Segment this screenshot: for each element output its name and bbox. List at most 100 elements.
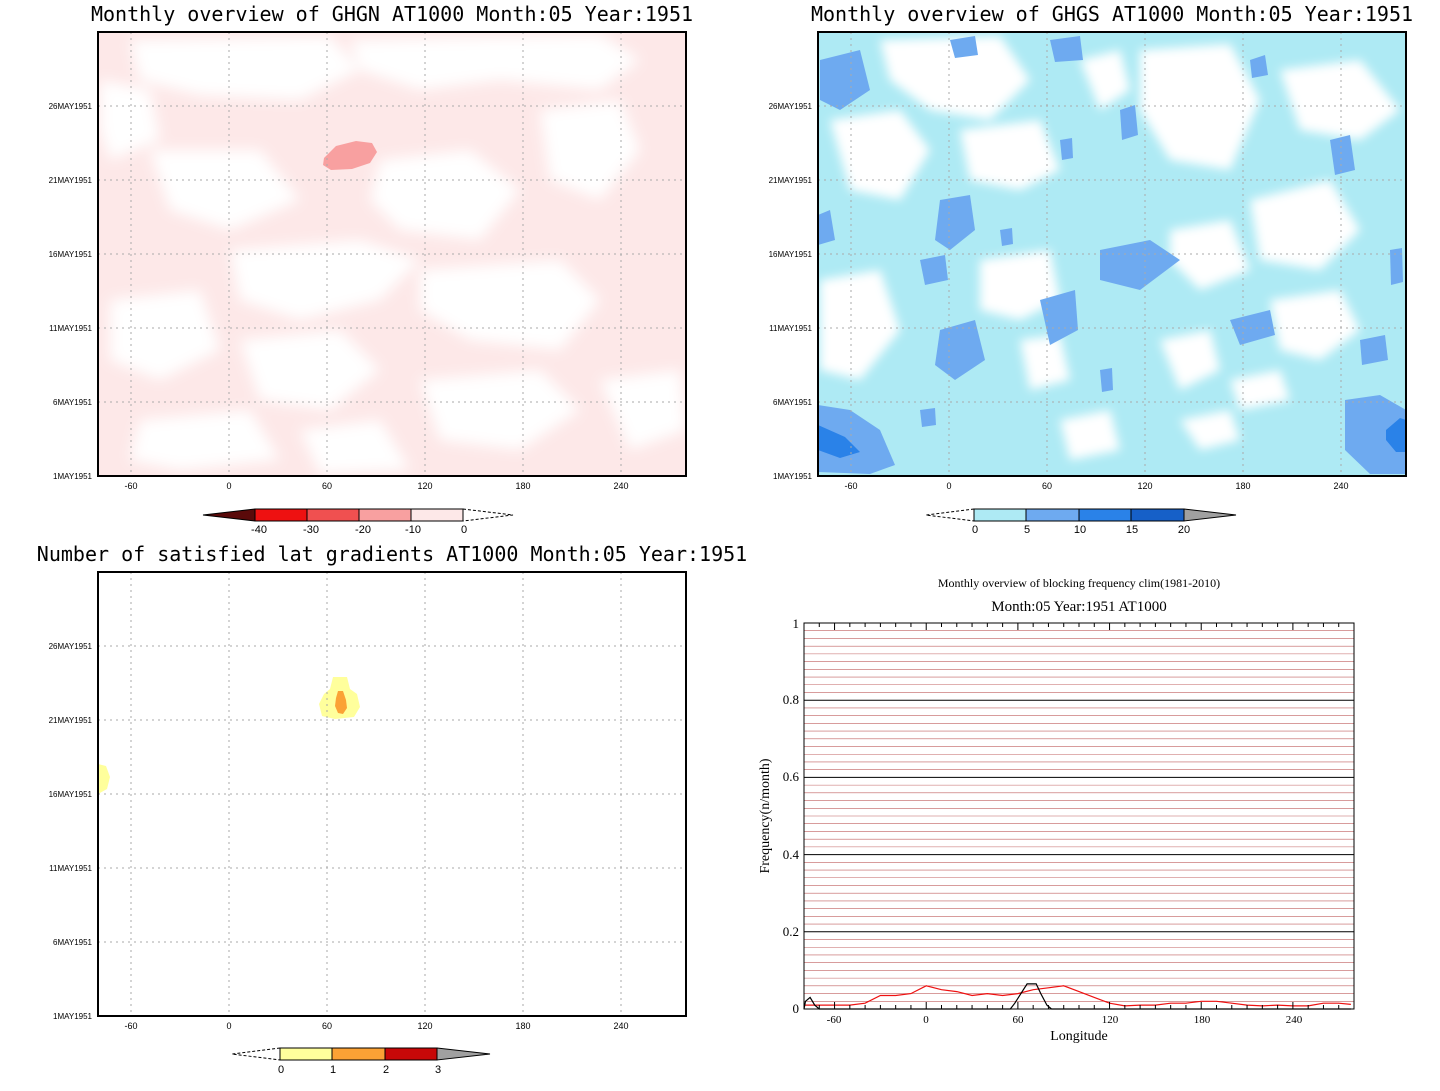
y-tick-label: 11MAY1951: [769, 324, 812, 333]
colorbar-label: 1: [330, 1064, 336, 1076]
y-tick-label: 26MAY1951: [49, 102, 93, 111]
x-tick-label: 120: [1102, 1014, 1119, 1026]
x-tick-label: -60: [124, 1021, 137, 1031]
x-tick-label: 60: [322, 1021, 332, 1031]
lat-panel: Number of satisfied lat gradients AT1000…: [37, 542, 747, 1076]
ghgs-title: Monthly overview of GHGS AT1000 Month:05…: [811, 2, 1413, 26]
lat-y-ticks: 1MAY1951 6MAY1951 11MAY1951 16MAY1951 21…: [49, 642, 93, 1021]
lat-blob-1-2: [335, 691, 347, 714]
y-tick-label: 1MAY1951: [53, 1012, 93, 1021]
ghgn-panel: Monthly overview of GHGN AT1000 Month:05…: [49, 2, 693, 536]
colorbar-label: 0: [972, 524, 978, 536]
x-tick-label: 180: [515, 481, 530, 491]
freq-x-ticks: -60 0 60 120 180 240: [827, 1014, 1303, 1026]
y-tick-label: 26MAY1951: [769, 102, 813, 111]
ghgs-x-ticks: -60 0 60 120 180 240: [844, 481, 1348, 491]
ghgs-10-15-patch-west: [818, 425, 860, 458]
y-tick-label: 21MAY1951: [49, 716, 93, 725]
colorbar-label: 0: [461, 524, 467, 536]
colorbar-label: -40: [251, 524, 267, 536]
y-tick-label: 6MAY1951: [773, 398, 813, 407]
y-tick-label: 21MAY1951: [769, 176, 813, 185]
freq-gridlines: [804, 630, 1354, 1002]
x-tick-label: 180: [1235, 481, 1250, 491]
colorbar-label: 0: [278, 1064, 284, 1076]
ghgn-title: Monthly overview of GHGN AT1000 Month:05…: [91, 2, 693, 26]
freq-title: Monthly overview of blocking frequency c…: [938, 576, 1220, 590]
y-tick-label: 6MAY1951: [53, 398, 93, 407]
x-tick-label: 120: [417, 481, 432, 491]
ghgn-frame: [97, 31, 687, 477]
series-line-1: [803, 983, 1351, 1010]
x-tick-label: 60: [1013, 1014, 1025, 1026]
x-tick-label: 180: [1194, 1014, 1211, 1026]
x-tick-label: 60: [1042, 481, 1052, 491]
y-tick-label: 11MAY1951: [49, 324, 92, 333]
freq-subtitle: Month:05 Year:1951 AT1000: [991, 599, 1166, 615]
y-tick-label: 26MAY1951: [49, 642, 93, 651]
y-tick-label: 16MAY1951: [49, 250, 93, 259]
ghgs-y-ticks: 1MAY1951 6MAY1951 11MAY1951 16MAY1951 21…: [769, 102, 813, 481]
y-tick-label: 0: [793, 1001, 800, 1016]
colorbar-label: -10: [405, 524, 421, 536]
ghgn-colorbar: -40 -30 -20 -10 0: [202, 508, 514, 536]
colorbar-label: 3: [435, 1064, 441, 1076]
ghgs-10-15-patch-east: [1386, 418, 1406, 452]
freq-x-label: Longitude: [1050, 1029, 1108, 1044]
y-tick-label: 11MAY1951: [49, 864, 92, 873]
x-tick-label: 0: [226, 481, 231, 491]
x-tick-label: 240: [613, 1021, 628, 1031]
lat-title: Number of satisfied lat gradients AT1000…: [37, 542, 747, 566]
freq-frame: [803, 622, 1355, 1010]
x-tick-label: 120: [1137, 481, 1152, 491]
y-tick-label: 1MAY1951: [773, 472, 813, 481]
y-tick-label: 1MAY1951: [53, 472, 93, 481]
lat-frame: [97, 571, 687, 1017]
colorbar-label: 5: [1024, 524, 1030, 536]
x-tick-label: 0: [923, 1014, 929, 1026]
y-tick-label: 6MAY1951: [53, 938, 93, 947]
ghgn-x-ticks: -60 0 60 120 180 240: [124, 481, 628, 491]
x-tick-label: 240: [1286, 1014, 1303, 1026]
colorbar-label: 20: [1178, 524, 1190, 536]
lat-gridlines: [98, 572, 686, 1016]
freq-y-label: Frequency(n/month): [758, 758, 773, 873]
y-tick-label: 0.2: [783, 924, 799, 939]
x-tick-label: 0: [226, 1021, 231, 1031]
ghgn-minus20-patch: [323, 141, 377, 170]
y-tick-label: 16MAY1951: [49, 790, 93, 799]
colorbar-label: 15: [1126, 524, 1138, 536]
lat-x-ticks: -60 0 60 120 180 240: [124, 1021, 628, 1031]
ghgs-colorbar: 0 5 10 15 20: [925, 508, 1237, 536]
x-tick-label: -60: [844, 481, 857, 491]
x-tick-label: 0: [946, 481, 951, 491]
y-tick-label: 0.8: [783, 692, 799, 707]
x-tick-label: 180: [515, 1021, 530, 1031]
colorbar-label: -20: [355, 524, 371, 536]
x-tick-label: 120: [417, 1021, 432, 1031]
ghgs-panel: Monthly overview of GHGS AT1000 Month:05…: [769, 2, 1413, 536]
x-tick-label: 240: [613, 481, 628, 491]
freq-panel: Monthly overview of blocking frequency c…: [758, 576, 1355, 1044]
y-tick-label: 16MAY1951: [769, 250, 813, 259]
colorbar-label: 2: [383, 1064, 389, 1076]
colorbar-label: -30: [303, 524, 319, 536]
x-tick-label: 240: [1333, 481, 1348, 491]
y-tick-label: 1: [793, 616, 800, 631]
ghgn-gridlines: [98, 32, 686, 476]
ghgn-y-ticks: 1MAY1951 6MAY1951 11MAY1951 16MAY1951 21…: [49, 102, 93, 481]
lat-colorbar: 0 1 2 3: [231, 1047, 491, 1076]
ghgs-gridlines: [818, 32, 1406, 476]
ghgs-frame: [817, 31, 1407, 477]
y-tick-label: 21MAY1951: [49, 176, 93, 185]
series-line-0: [804, 985, 1351, 1007]
freq-series: [803, 983, 1351, 1010]
x-tick-label: -60: [124, 481, 137, 491]
y-tick-label: 0.4: [783, 847, 800, 862]
x-tick-label: 60: [322, 481, 332, 491]
lat-spot-west: [98, 764, 110, 794]
colorbar-label: 10: [1074, 524, 1086, 536]
y-tick-label: 0.6: [783, 769, 800, 784]
freq-y-ticks: 0 0.2 0.4 0.6 0.8 1: [783, 616, 800, 1016]
